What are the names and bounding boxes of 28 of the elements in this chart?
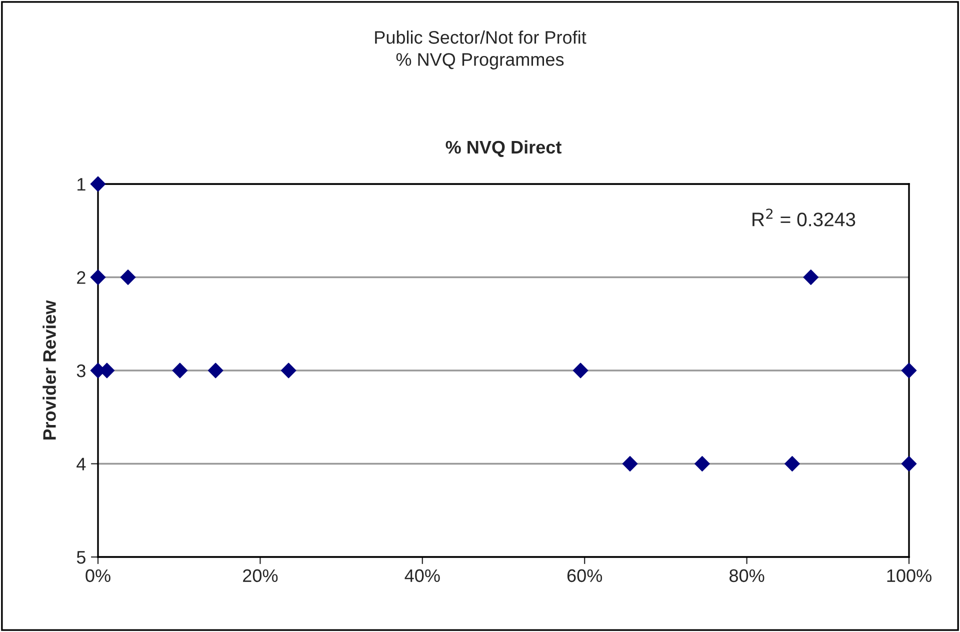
point [172,362,188,378]
y-tick-label: 5 [76,551,86,564]
x-tick-label: 100% [887,569,932,582]
point [694,456,710,472]
point [784,456,800,472]
point [572,362,588,378]
y-tick-label: 1 [78,178,86,191]
annotation: R$^{2}$ = 0.3243 [752,208,856,226]
point [90,176,106,192]
point [622,456,638,472]
y-tick-label: 4 [76,458,86,470]
x-tick-label: 20% [243,569,278,582]
chart-subtitle: % NVQ Direct [446,140,562,157]
point [803,270,819,285]
x-tick-label: 40% [404,569,440,582]
chart-title: Public Sector/Not for Profit % NVQ Programmes [375,30,586,70]
point [208,362,224,378]
point [120,270,136,285]
point [90,270,106,285]
point [280,362,296,378]
x-tick-label: 0% [86,569,110,582]
x-tick-label: 80% [730,569,764,582]
y-tick-label: 3 [76,364,86,378]
x-tick-label: 60% [567,569,602,582]
y-axis-title: Provider Review [42,300,56,440]
y-tick-label: 2 [77,271,86,284]
point [901,362,917,378]
point [901,456,917,472]
